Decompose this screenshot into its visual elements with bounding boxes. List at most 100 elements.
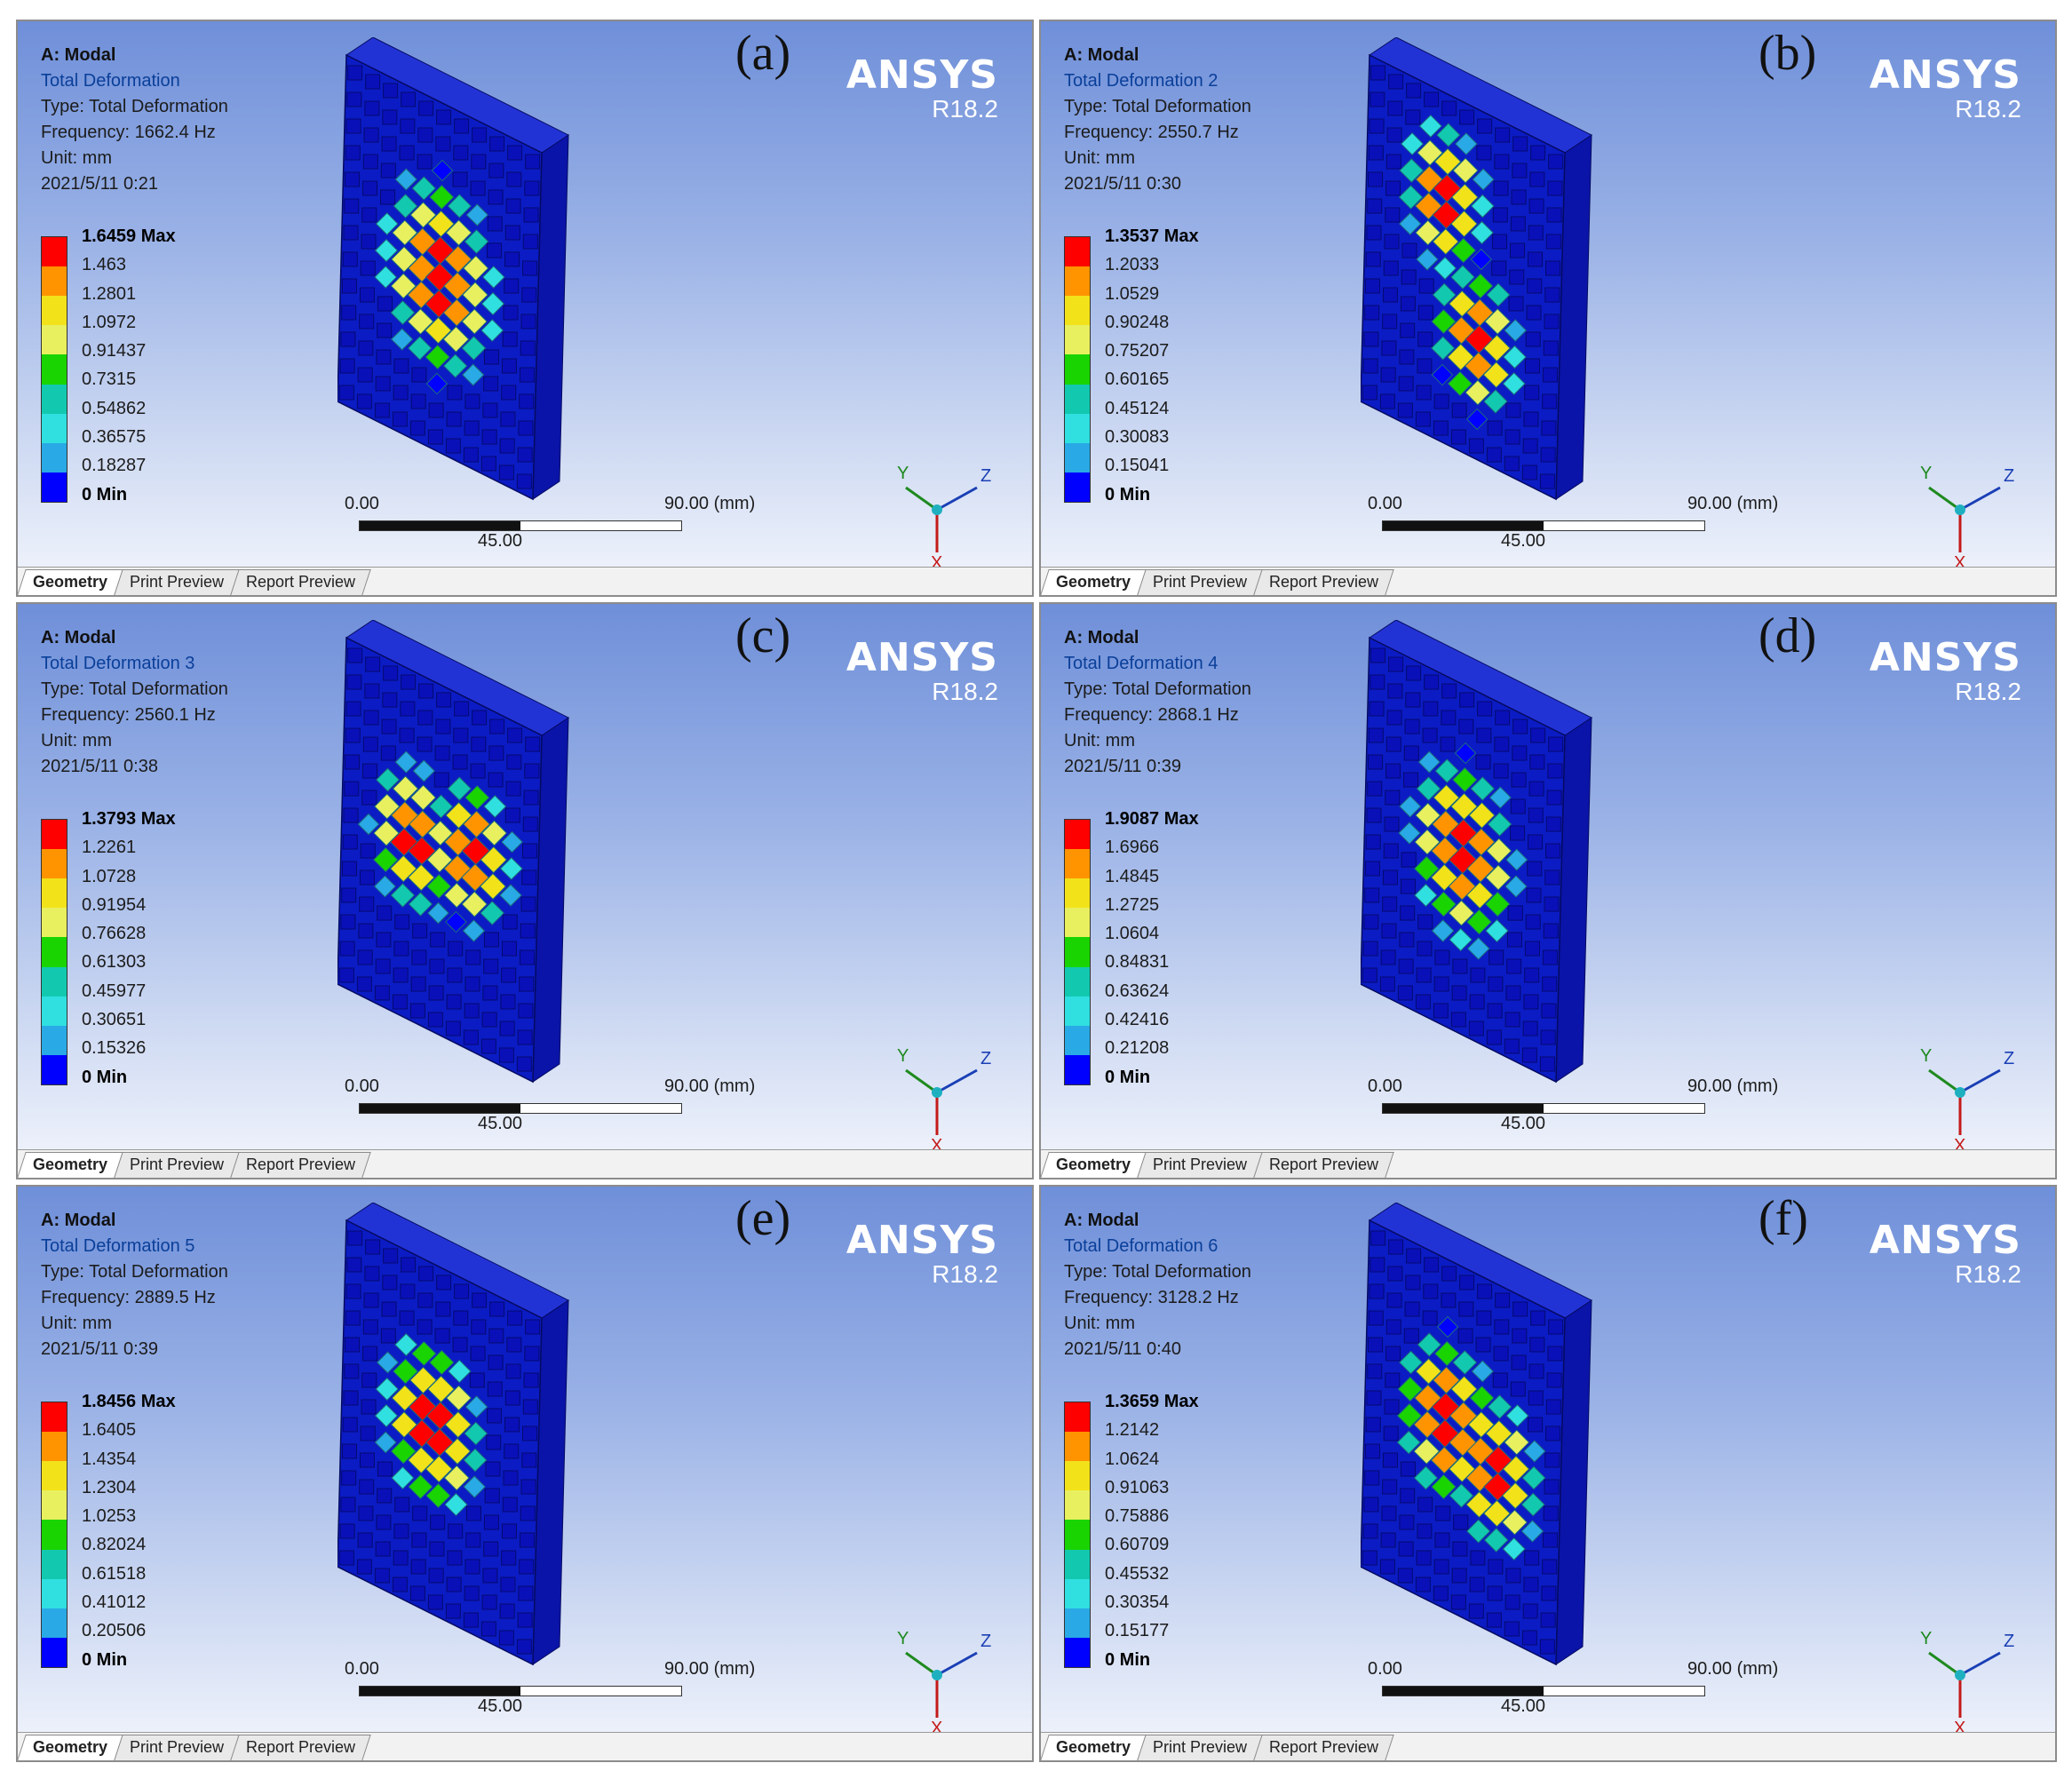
- lattice-cell: [1368, 171, 1384, 187]
- lattice-cell: [1436, 1315, 1459, 1338]
- axis-triad[interactable]: Y ZX: [888, 448, 1004, 572]
- lattice-cell: [1424, 91, 1440, 107]
- result-viewport[interactable]: A: Modal Total Deformation Type: Total Def…: [16, 20, 1034, 597]
- result-viewport[interactable]: A: Modal Total Deformation 2 Type: Total D…: [1039, 20, 2057, 597]
- result-viewport[interactable]: A: Modal Total Deformation 4 Type: Total D…: [1039, 602, 2057, 1179]
- lattice-cell: [498, 1630, 514, 1646]
- result-name[interactable]: Total Deformation 3: [41, 654, 195, 673]
- lattice-cell: [393, 358, 409, 374]
- lattice-cell: [394, 750, 417, 774]
- lattice-cell: [364, 1266, 380, 1282]
- lattice-cell: [442, 298, 471, 327]
- lattice-model: [337, 37, 569, 501]
- z-axis-line: [936, 1651, 978, 1677]
- lattice-cell: [411, 949, 427, 965]
- result-name[interactable]: Total Deformation 6: [1064, 1236, 1219, 1256]
- tab-report-preview[interactable]: Report Preview: [230, 1735, 371, 1760]
- lattice-cell: [1485, 918, 1509, 943]
- lattice-cell: [485, 1461, 501, 1477]
- tab-report-preview[interactable]: Report Preview: [1253, 569, 1394, 595]
- lattice-cell: [506, 754, 522, 770]
- graphics-area[interactable]: A: Modal Total Deformation 2 Type: Total D…: [1041, 21, 2055, 572]
- lattice-cell: [1380, 367, 1396, 383]
- lattice-cell: [520, 896, 536, 912]
- lattice-cell: [340, 331, 356, 347]
- result-name[interactable]: Total Deformation 5: [41, 1236, 195, 1256]
- lattice-cell: [1401, 132, 1425, 155]
- lattice-cell: [430, 932, 446, 948]
- lattice-cell: [517, 1612, 533, 1628]
- result-frequency: Frequency: 3128.2 Hz: [1064, 1288, 1239, 1307]
- result-viewport[interactable]: A: Modal Total Deformation 3 Type: Total D…: [16, 602, 1034, 1179]
- legend-swatch: [1065, 937, 1090, 967]
- lattice-cell: [1413, 1465, 1439, 1490]
- tab-report-preview[interactable]: Report Preview: [230, 1152, 371, 1178]
- axis-triad[interactable]: Y ZX: [888, 1030, 1004, 1155]
- lattice-cell: [382, 692, 398, 708]
- lattice-cell: [1381, 1505, 1397, 1521]
- result-name[interactable]: Total Deformation: [41, 71, 180, 91]
- lattice-cell: [1544, 287, 1560, 303]
- axis-triad[interactable]: Y ZX: [1911, 1613, 2027, 1737]
- scale-ruler: 0.00 90.00 (mm) 45.00: [345, 1076, 789, 1139]
- result-viewport[interactable]: A: Modal Total Deformation 6 Type: Total D…: [1039, 1185, 2057, 1762]
- lattice-cell: [1416, 248, 1439, 271]
- lattice-cell: [408, 810, 437, 838]
- tab-print-preview[interactable]: Print Preview: [114, 569, 240, 595]
- lattice-cell: [1542, 976, 1558, 992]
- result-viewport[interactable]: A: Modal Total Deformation 5 Type: Total D…: [16, 1185, 1034, 1762]
- tab-geometry[interactable]: Geometry: [1041, 1735, 1147, 1760]
- graphics-area[interactable]: A: Modal Total Deformation 4 Type: Total D…: [1041, 604, 2055, 1155]
- lattice-cell: [1368, 754, 1384, 770]
- graphics-area[interactable]: A: Modal Total Deformation 6 Type: Total D…: [1041, 1187, 2055, 1737]
- tab-print-preview[interactable]: Print Preview: [1137, 569, 1263, 595]
- lattice-cell: [1467, 1410, 1495, 1439]
- axis-triad[interactable]: Y ZX: [1911, 448, 2027, 572]
- lattice-cell: [1414, 883, 1438, 908]
- lattice-cell: [1447, 370, 1473, 397]
- graphics-area[interactable]: A: Modal Total Deformation 5 Type: Total D…: [18, 1187, 1032, 1737]
- tab-print-preview[interactable]: Print Preview: [1137, 1735, 1263, 1760]
- legend-value: 0.21208: [1105, 1038, 1170, 1059]
- lattice-cell: [487, 1408, 503, 1424]
- legend-value: 0.15041: [1105, 456, 1170, 476]
- lattice-cell: [426, 846, 453, 873]
- lattice-cell: [506, 171, 522, 187]
- tab-report-preview[interactable]: Report Preview: [1253, 1152, 1394, 1178]
- tab-geometry[interactable]: Geometry: [1041, 1152, 1147, 1178]
- lattice-cell: [393, 941, 409, 957]
- axis-triad[interactable]: Y ZX: [888, 1613, 1004, 1737]
- tab-geometry[interactable]: Geometry: [1041, 569, 1147, 595]
- tab-geometry[interactable]: Geometry: [18, 1735, 123, 1760]
- lattice-cell: [1415, 802, 1441, 829]
- axis-triad[interactable]: Y ZX: [1911, 1030, 2027, 1155]
- lattice-cell: [470, 1346, 486, 1362]
- lattice-cell: [1468, 1021, 1484, 1036]
- lattice-cell: [1364, 305, 1380, 321]
- legend-color-bar: [41, 236, 67, 503]
- tab-print-preview[interactable]: Print Preview: [114, 1735, 240, 1760]
- tab-geometry[interactable]: Geometry: [18, 1152, 123, 1178]
- legend-swatch: [1065, 442, 1090, 473]
- tab-print-preview[interactable]: Print Preview: [1137, 1152, 1263, 1178]
- y-axis-label: Y: [1920, 464, 1932, 483]
- graphics-area[interactable]: A: Modal Total Deformation 3 Type: Total D…: [18, 604, 1032, 1155]
- graphics-area[interactable]: A: Modal Total Deformation Type: Total Def…: [18, 21, 1032, 572]
- lattice-cell: [344, 1363, 360, 1379]
- lattice-cell: [1448, 900, 1475, 926]
- result-name[interactable]: Total Deformation 2: [1064, 71, 1219, 91]
- lattice-cell: [410, 393, 426, 409]
- lattice-cell: [522, 1426, 538, 1441]
- legend-swatch: [1065, 354, 1090, 385]
- lattice-cell: [1388, 656, 1404, 672]
- lattice-cell: [461, 336, 487, 361]
- brand-version: R18.2: [1955, 678, 2021, 705]
- result-name[interactable]: Total Deformation 4: [1064, 654, 1219, 673]
- tab-geometry[interactable]: Geometry: [18, 569, 123, 595]
- lattice-cell: [418, 100, 434, 116]
- tab-print-preview[interactable]: Print Preview: [114, 1152, 240, 1178]
- tab-report-preview[interactable]: Report Preview: [1253, 1735, 1394, 1760]
- tab-report-preview[interactable]: Report Preview: [230, 569, 371, 595]
- lattice-cell: [1458, 1301, 1474, 1317]
- lattice-cell: [427, 901, 449, 925]
